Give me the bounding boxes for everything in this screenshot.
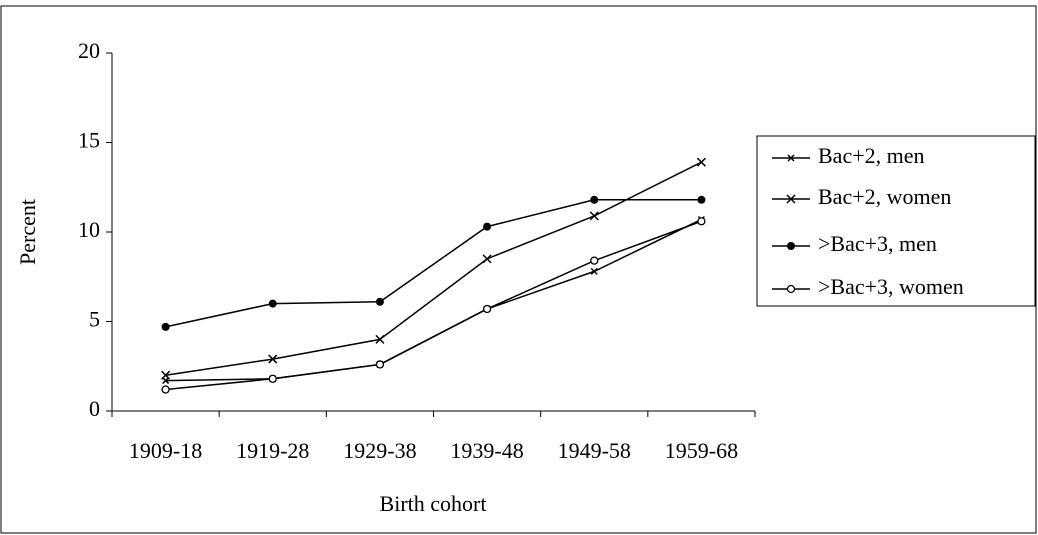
data-point [696, 157, 706, 167]
x-tick-label: 1909-18 [129, 438, 202, 463]
x-tick-label: 1959-68 [665, 438, 738, 463]
legend-marker [786, 194, 796, 204]
data-point [375, 334, 385, 344]
data-point [268, 299, 277, 308]
x-tick-label: 1919-28 [236, 438, 309, 463]
y-tick-label: 20 [78, 38, 100, 63]
y-axis-label: Percent [15, 199, 40, 265]
data-point [375, 360, 385, 369]
data-point [162, 377, 170, 385]
legend-label: Bac+2, women [818, 184, 951, 209]
data-point [482, 254, 492, 264]
y-tick-label: 10 [78, 217, 100, 242]
x-tick-label: 1939-48 [450, 438, 523, 463]
data-point [268, 374, 277, 383]
data-point [375, 297, 384, 306]
data-point [483, 222, 492, 231]
data-point [590, 195, 599, 204]
y-tick-label: 5 [89, 307, 100, 332]
data-point [697, 195, 706, 204]
legend-marker [787, 242, 795, 250]
legend-label: >Bac+3, women [818, 274, 964, 299]
series-line [165, 220, 702, 391]
data-point [482, 304, 492, 314]
data-point [161, 322, 170, 331]
x-tick-label: 1929-38 [343, 438, 416, 463]
data-point [590, 267, 598, 275]
legend-marker [787, 154, 795, 162]
data-point [589, 211, 599, 221]
data-point [590, 256, 599, 265]
legend-label: Bac+2, men [818, 143, 925, 168]
legend-marker [786, 284, 796, 294]
x-axis-label: Birth cohort [380, 491, 487, 516]
data-point [697, 217, 706, 226]
legend-box [756, 135, 1036, 307]
x-tick-label: 1949-58 [558, 438, 631, 463]
legend-label: >Bac+3, men [818, 231, 937, 256]
series-line [165, 161, 702, 376]
data-point [268, 354, 278, 364]
y-tick-label: 0 [89, 396, 100, 421]
data-point [161, 370, 171, 380]
series-line [165, 199, 702, 328]
data-point [161, 385, 170, 394]
y-tick-label: 15 [78, 128, 100, 153]
chart-border [0, 5, 1037, 534]
